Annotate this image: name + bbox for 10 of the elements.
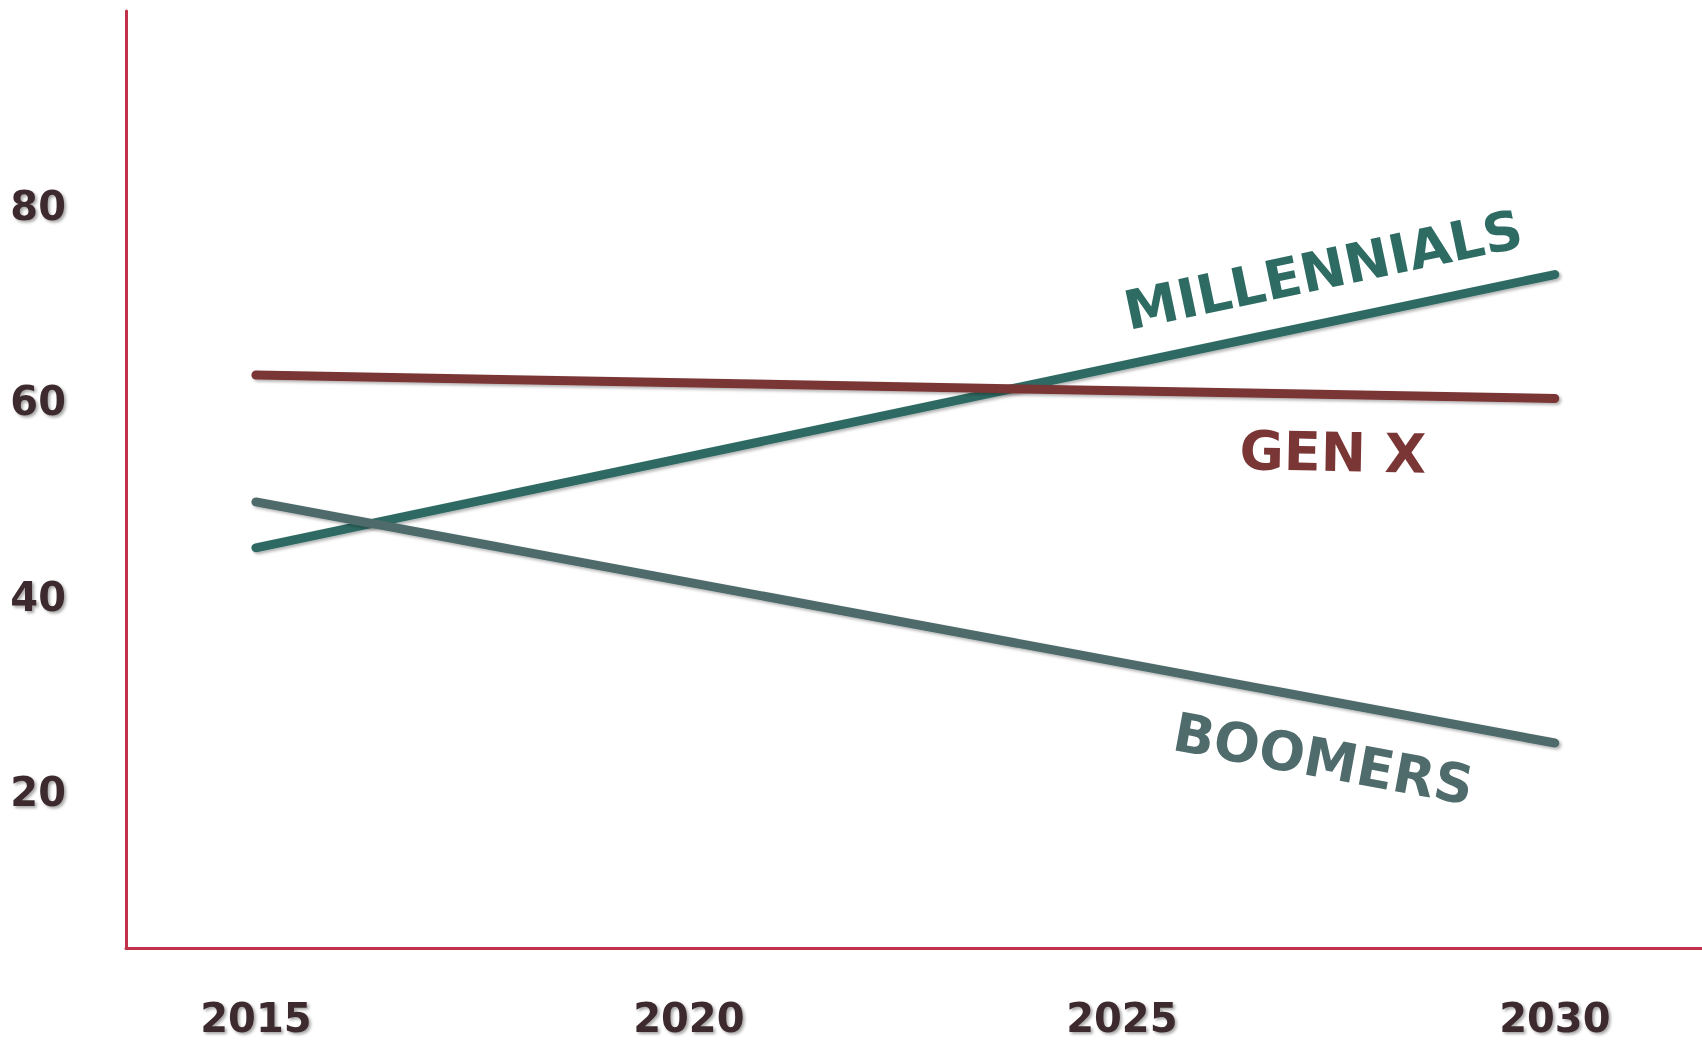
x-tick-label: 2015: [200, 995, 312, 1041]
text: BOOMERS: [1168, 700, 1479, 818]
series-label: GEN X: [1238, 419, 1427, 486]
y-tick-label: 60: [10, 378, 66, 425]
x-tick-label: 2030: [1499, 995, 1611, 1041]
y-tick-label: 80: [10, 183, 66, 230]
x-tick-label: 2025: [1066, 995, 1178, 1041]
y-tick-label: 40: [10, 573, 66, 620]
y-tick-label: 20: [10, 768, 66, 815]
x-tick-label: 2020: [633, 995, 745, 1041]
